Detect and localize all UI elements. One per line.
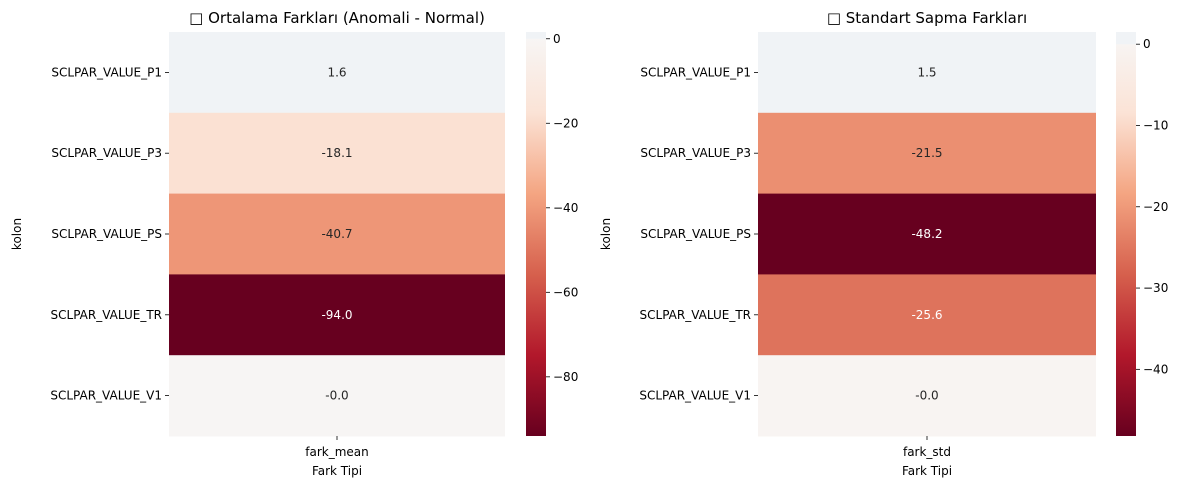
heatmap-cell: [169, 112, 505, 195]
x-tick-label: fark_std: [903, 445, 951, 459]
cell-annotation: -25.6: [911, 308, 942, 322]
cell-annotation: -0.0: [325, 389, 348, 403]
y-tick-label: SCLPAR_VALUE_P3: [51, 146, 162, 160]
y-tick-label: SCLPAR_VALUE_TR: [640, 308, 751, 322]
cell-annotation: -40.7: [321, 227, 352, 241]
y-tick-label: SCLPAR_VALUE_V1: [50, 389, 162, 403]
colorbar-tick-label: 0: [1143, 37, 1151, 51]
heatmap-cell: [758, 193, 1096, 275]
heatmap-cell: [169, 32, 505, 114]
y-tick-label: SCLPAR_VALUE_PS: [51, 227, 162, 241]
y-tick-label: SCLPAR_VALUE_V1: [639, 389, 751, 403]
heatmap-panel-1: □ Ortalama Farkları (Anomali - Normal) 1.…: [10, 9, 578, 478]
colorbar-positive-band: [1116, 32, 1136, 45]
colorbar-tick-label: −10: [1143, 118, 1168, 132]
colorbar-tick-label: −80: [553, 370, 578, 384]
y-tick-label: SCLPAR_VALUE_P3: [640, 146, 751, 160]
heatmap-cell: [758, 274, 1096, 356]
x-axis-label: Fark Tipi: [312, 464, 362, 478]
heatmap-cell: [169, 193, 505, 275]
x-axis-label: Fark Tipi: [902, 464, 952, 478]
chart-title: □ Ortalama Farkları (Anomali - Normal): [189, 9, 485, 27]
y-tick-label: SCLPAR_VALUE_P1: [51, 65, 162, 79]
cell-annotation: 1.5: [917, 65, 936, 79]
colorbar-tick-label: −60: [553, 285, 578, 299]
heatmap-cell: [758, 355, 1096, 437]
colorbar-tick-label: −40: [553, 201, 578, 215]
heatmap-cell: [169, 355, 505, 437]
y-tick-label: SCLPAR_VALUE_P1: [640, 65, 751, 79]
colorbar: [526, 32, 546, 436]
colorbar-tick-label: 0: [553, 32, 561, 46]
y-axis-label: kolon: [10, 218, 24, 250]
colorbar-positive-band: [526, 32, 546, 39]
cell-annotation: -0.0: [915, 389, 938, 403]
colorbar-tick-label: −40: [1143, 362, 1168, 376]
y-tick-label: SCLPAR_VALUE_TR: [51, 308, 162, 322]
cell-annotation: -48.2: [911, 227, 942, 241]
colorbar: [1116, 32, 1136, 436]
cell-annotation: 1.6: [327, 65, 346, 79]
colorbar-tick-label: −20: [553, 116, 578, 130]
cell-annotation: -94.0: [321, 308, 352, 322]
cell-annotation: -18.1: [321, 146, 352, 160]
y-axis-label: kolon: [599, 218, 613, 250]
y-tick-label: SCLPAR_VALUE_PS: [640, 227, 751, 241]
heatmap-cell: [169, 274, 505, 356]
heatmap-panel-2: □ Standart Sapma Farkları 1.5 SCLPAR_VALUE…: [599, 9, 1168, 478]
colorbar-tick-label: −20: [1143, 200, 1168, 214]
cell-annotation: -21.5: [911, 146, 942, 160]
colorbar-tick-label: −30: [1143, 281, 1168, 295]
heatmap-cell: [758, 32, 1096, 114]
heatmap-cell: [758, 112, 1096, 195]
chart-title: □ Standart Sapma Farkları: [827, 9, 1027, 27]
x-tick-label: fark_mean: [305, 445, 369, 459]
